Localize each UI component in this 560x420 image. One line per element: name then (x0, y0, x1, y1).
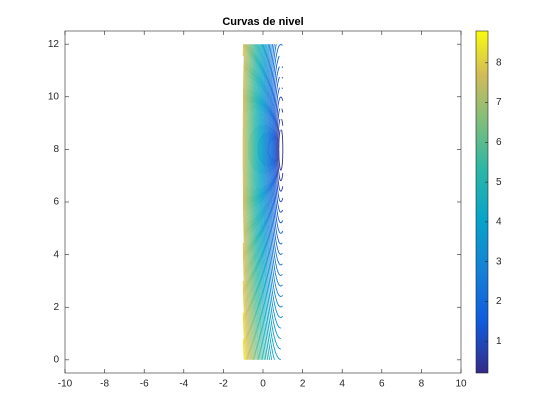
x-tick-label: 2 (300, 379, 306, 390)
x-tick-label: -10 (58, 379, 73, 390)
contour-line (242, 280, 247, 360)
contour-line (274, 87, 282, 213)
colorbar-tick-label: 3 (496, 256, 502, 267)
x-tick-label: -6 (140, 379, 149, 390)
colorbar-tick-label: 7 (496, 97, 502, 108)
contour-line (280, 129, 284, 171)
contour-line (280, 284, 283, 287)
y-tick-label: 12 (48, 39, 60, 50)
y-tick-label: 6 (53, 197, 59, 208)
colorbar (475, 30, 489, 374)
contour-line (250, 44, 260, 360)
x-tick-label: 8 (419, 379, 425, 390)
chart-title: Curvas de nivel (222, 16, 303, 28)
contour-line (280, 316, 284, 319)
contour-line (273, 76, 282, 224)
contour-line (255, 44, 267, 360)
y-tick-label: 4 (53, 249, 59, 260)
contours (242, 43, 284, 361)
contour-line (258, 44, 273, 360)
contour-line (259, 44, 275, 360)
contour-line (280, 96, 284, 203)
contour-line (280, 66, 284, 234)
colorbar-tick-label: 5 (496, 177, 502, 188)
contour-line (271, 55, 282, 245)
contour-line (276, 108, 282, 192)
contour-line (254, 44, 265, 360)
contour-line (256, 44, 269, 360)
y-tick-label: 0 (53, 354, 59, 365)
colorbar-tick-label: 4 (496, 217, 502, 228)
contour-line (280, 273, 283, 277)
contour-line (257, 44, 271, 360)
contour-line (242, 44, 250, 360)
contour-line (246, 44, 255, 360)
contour-line (280, 43, 283, 255)
colorbar-tick-label: 1 (496, 336, 502, 347)
contour-line (245, 44, 253, 360)
contour-line (272, 66, 282, 234)
contour-line (247, 44, 256, 360)
contour-line (260, 44, 282, 361)
contour-line (270, 43, 282, 255)
contour-line (242, 312, 246, 360)
contour-line (243, 44, 251, 360)
colorbar-tick-label: 8 (496, 57, 502, 68)
x-tick-label: -4 (179, 379, 188, 390)
colorbar-tick-label: 2 (496, 296, 502, 307)
contour-line (268, 44, 282, 277)
y-tick-label: 8 (53, 144, 59, 155)
contour-line (252, 44, 262, 360)
y-tick-label: 2 (53, 302, 59, 313)
contour-line (275, 96, 282, 203)
contour-line (269, 44, 282, 266)
x-tick-label: 0 (260, 379, 266, 390)
contour-line (262, 44, 282, 340)
contour-line (280, 263, 283, 266)
contour-line (253, 44, 264, 360)
contour-line (265, 44, 282, 308)
contour-line (249, 44, 258, 360)
contour-line (242, 338, 245, 360)
contour-line (267, 44, 282, 287)
contour-line (264, 44, 282, 319)
contour-line (261, 44, 282, 350)
contour-line (244, 44, 252, 360)
x-tick-label: -8 (100, 379, 109, 390)
contour-line (251, 44, 261, 360)
contour-line (242, 44, 249, 360)
contour-line (278, 129, 282, 171)
contour-line (280, 305, 283, 308)
contour-line (277, 118, 282, 182)
contour-line (280, 108, 284, 192)
y-tick-label: 10 (48, 91, 60, 102)
contour-line (263, 44, 282, 329)
x-tick-label: 4 (339, 379, 345, 390)
contour-line (280, 87, 283, 213)
x-tick-label: 10 (455, 379, 467, 390)
colorbar-tick-label: 6 (496, 137, 502, 148)
contour-line (248, 44, 257, 360)
x-tick-label: 6 (379, 379, 385, 390)
x-tick-label: -2 (219, 379, 228, 390)
contour-line (266, 44, 282, 298)
contour-line (280, 295, 283, 298)
contour-line (280, 118, 284, 182)
contour-line (280, 76, 284, 224)
